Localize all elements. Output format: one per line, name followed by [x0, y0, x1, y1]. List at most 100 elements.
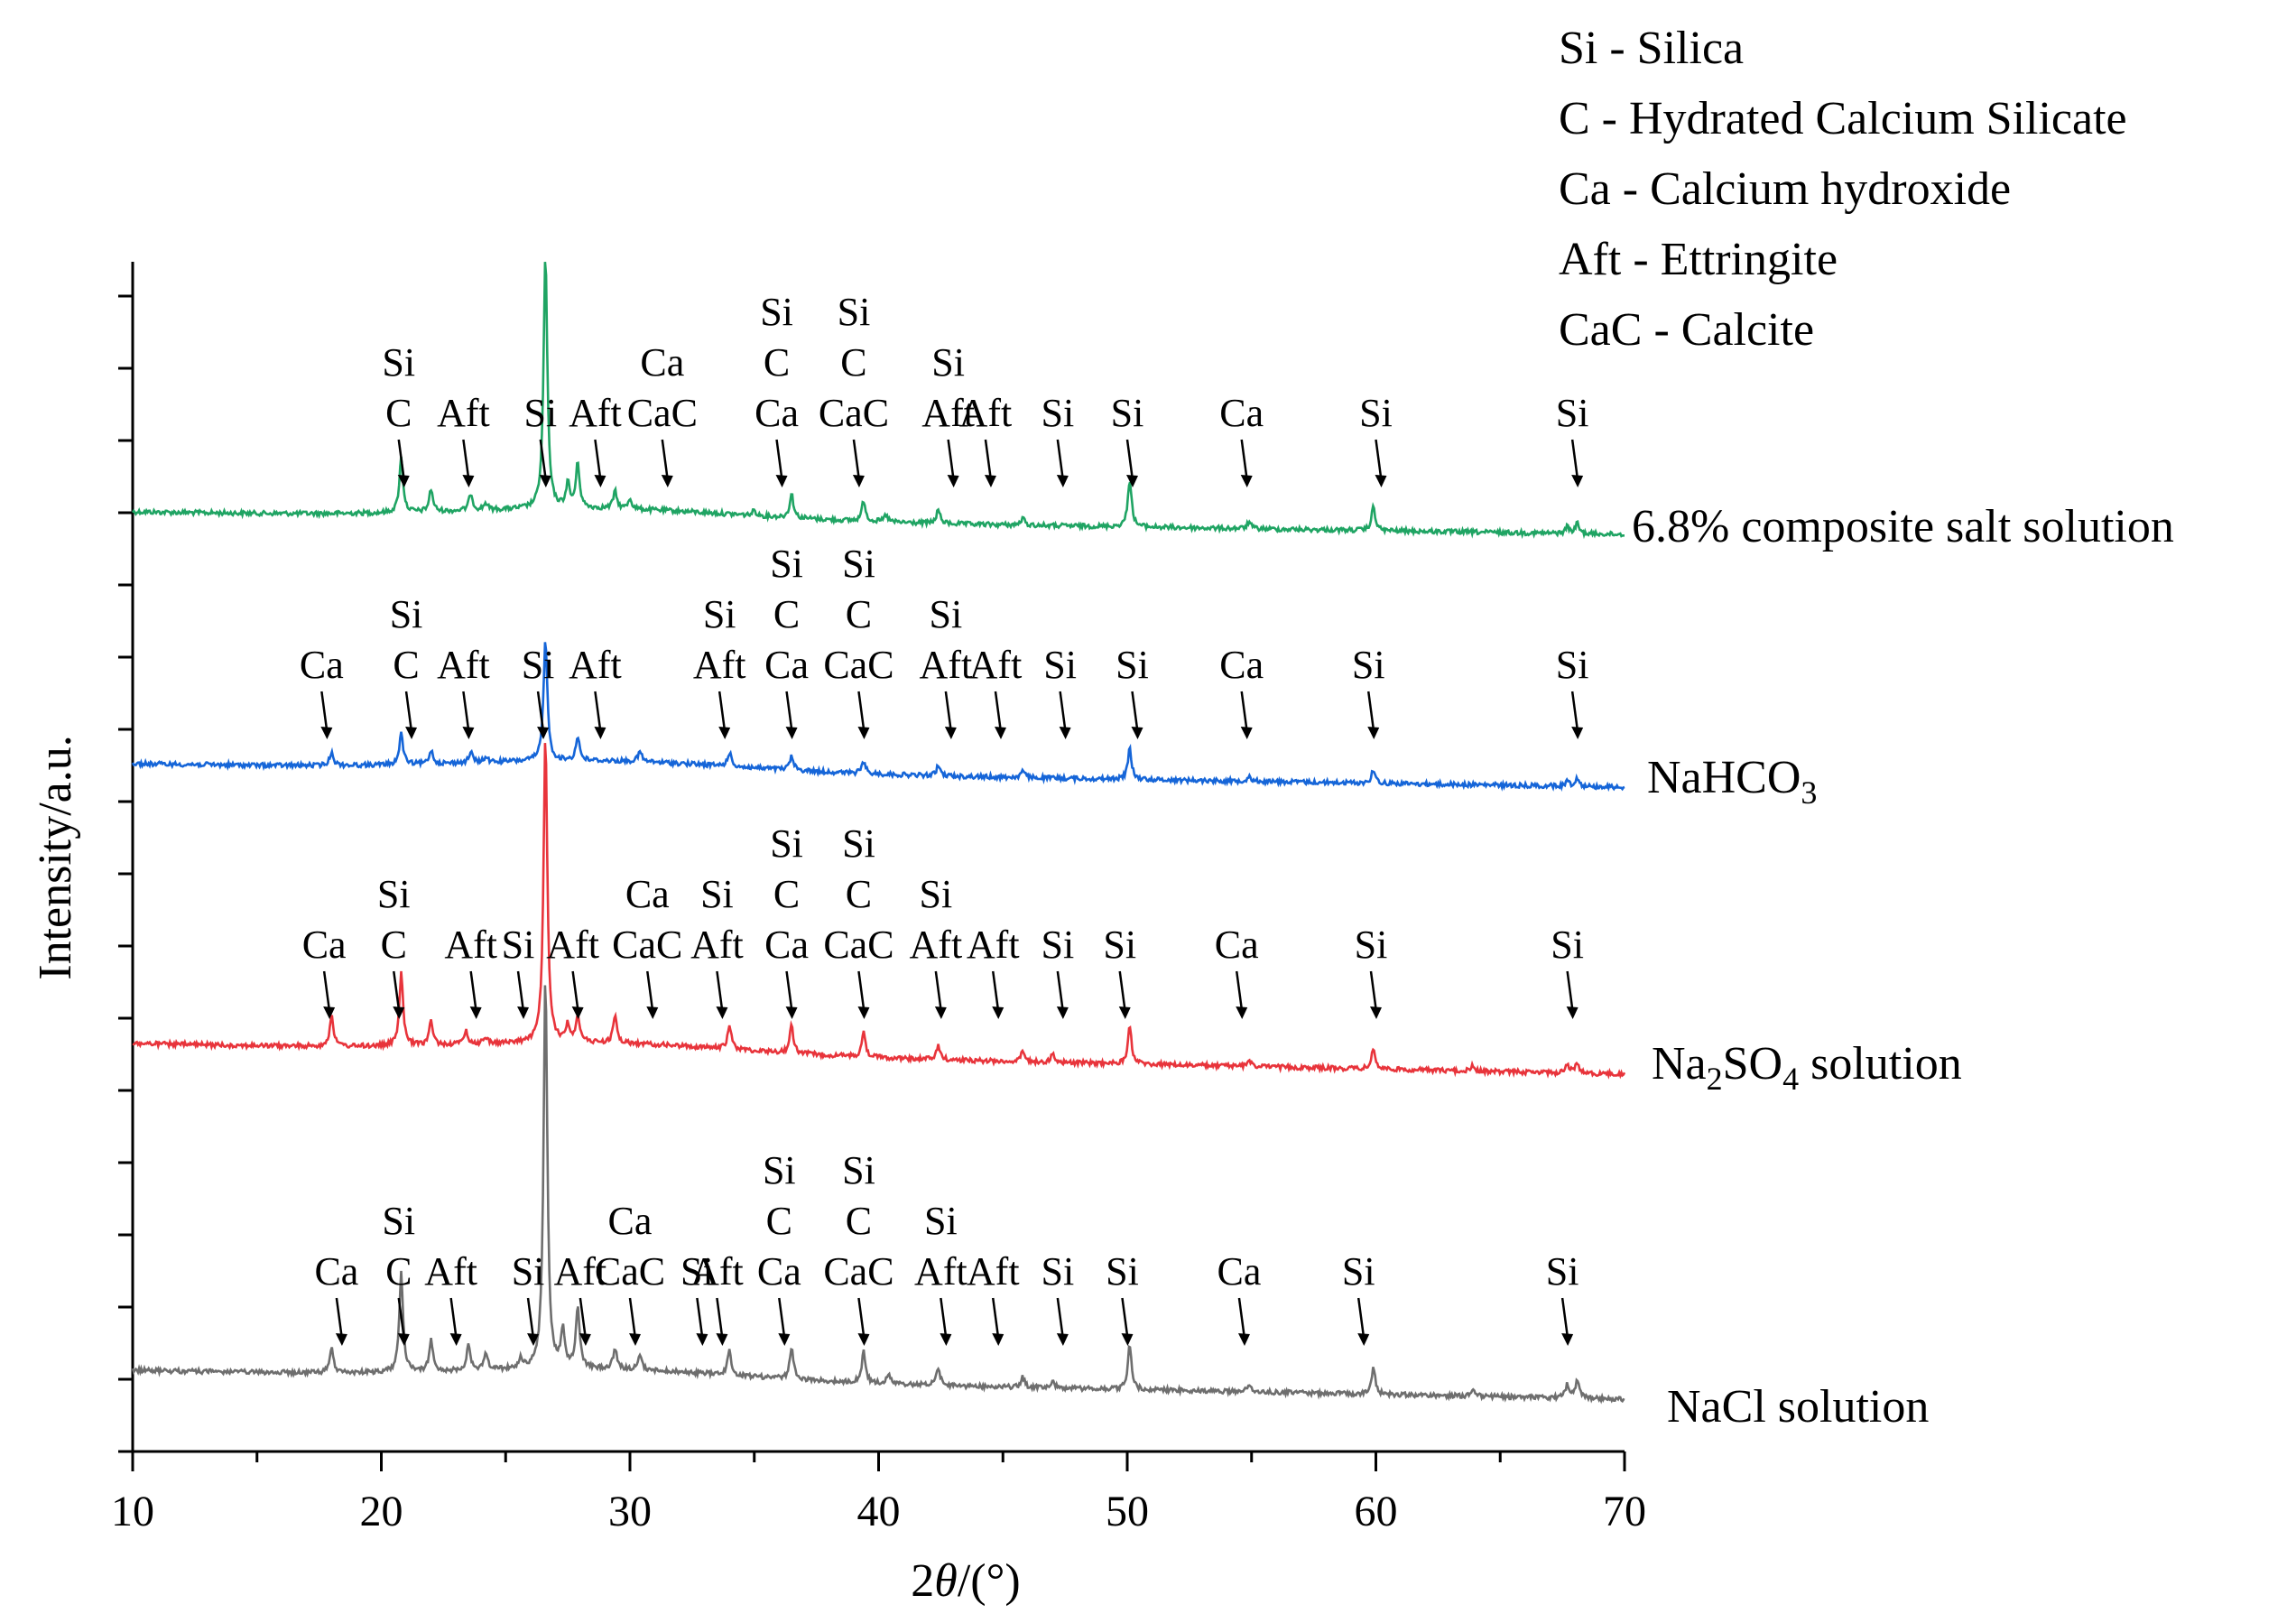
series-line: [131, 642, 1625, 793]
peak-label: Aft: [959, 391, 1013, 435]
peak-label: Ca: [300, 643, 344, 687]
peak-arrowhead: [778, 1333, 791, 1346]
peak-label: Si: [760, 290, 793, 334]
peak-label: Si: [1116, 643, 1149, 687]
peak-arrow: [539, 439, 548, 481]
peak-label: Si: [770, 821, 803, 866]
peak-arrow: [1560, 1297, 1569, 1340]
peak-arrowhead: [646, 1006, 659, 1019]
peak-label: Si: [770, 542, 803, 586]
peak-label: Si: [842, 542, 875, 586]
peak-arrow: [320, 691, 329, 733]
legend-entry: Ca - Calcium hydroxide: [1559, 163, 2011, 215]
peak-label: Ca: [625, 872, 670, 916]
peak-label: Aft: [437, 391, 490, 435]
peak-arrow: [1125, 439, 1134, 481]
peak-arrowhead: [462, 475, 475, 487]
peak-arrow: [991, 1297, 1000, 1340]
peak-label: Aft: [554, 1249, 607, 1294]
series-name: NaCl solution: [1667, 1381, 1929, 1433]
peak-arrowhead: [718, 727, 731, 739]
peak-label: Si: [523, 391, 557, 435]
peak-arrow: [1369, 970, 1378, 1013]
peak-arrowhead: [716, 1006, 728, 1019]
peak-arrow: [1235, 970, 1244, 1013]
x-ticks: 10 20 30 40 50 60 70: [111, 1451, 1646, 1535]
peak-arrow: [462, 439, 470, 481]
peak-arrowhead: [594, 475, 606, 487]
peak-label: CaC: [595, 1249, 665, 1294]
peak-arrowhead: [852, 475, 865, 487]
peak-label: C: [764, 340, 790, 385]
x-tick-label: 30: [608, 1488, 652, 1535]
peak-arrowhead: [1566, 1006, 1578, 1019]
peak-arrow: [1121, 1297, 1129, 1340]
peak-label: Ca: [755, 391, 799, 435]
peak-arrow: [594, 439, 602, 481]
peak-label: Si: [512, 1249, 545, 1294]
peak-arrow: [1570, 691, 1579, 733]
peak-label: C: [381, 923, 407, 967]
peak-arrow: [1240, 691, 1248, 733]
x-tick-label: 50: [1106, 1488, 1149, 1535]
peak-label: Aft: [910, 923, 963, 967]
peak-label: Aft: [921, 391, 975, 435]
peak-arrowhead: [335, 1333, 347, 1346]
peak-label: C: [766, 1199, 792, 1243]
peak-label: Si: [390, 592, 423, 636]
peak-label: Si: [1355, 923, 1388, 967]
peak-arrow: [335, 1297, 344, 1340]
peak-label: Si: [1352, 643, 1385, 687]
peak-arrow: [1131, 691, 1139, 733]
peak-label: Si: [700, 872, 734, 916]
peak-arrow: [1566, 970, 1574, 1013]
peak-label: Si: [522, 643, 555, 687]
peak-arrow: [571, 970, 579, 1013]
peak-arrow: [397, 1297, 406, 1340]
peak-arrowhead: [571, 1006, 584, 1019]
peak-label: C: [773, 872, 800, 916]
peak-arrowhead: [527, 1333, 540, 1346]
peak-arrowhead: [775, 475, 788, 487]
peak-label: Si: [931, 340, 965, 385]
peak-arrow: [857, 1297, 866, 1340]
peak-arrowhead: [947, 475, 959, 487]
peak-arrow: [934, 970, 943, 1013]
peak-arrow: [716, 1297, 724, 1340]
peak-label: Si: [1556, 391, 1589, 435]
series-line: [131, 261, 1625, 540]
peak-arrow: [944, 691, 953, 733]
peak-arrowhead: [785, 727, 798, 739]
peak-label: Ca: [757, 1249, 801, 1294]
peak-label: Aft: [444, 923, 497, 967]
legend-entry: C - Hydrated Calcium Silicate: [1559, 93, 2127, 144]
peak-label: CaC: [627, 391, 698, 435]
peak-arrow: [991, 970, 1000, 1013]
peak-arrowhead: [984, 475, 996, 487]
peak-label: Si: [920, 872, 953, 916]
peak-label: Ca: [640, 340, 684, 385]
peak-arrow: [1366, 691, 1375, 733]
peak-arrowhead: [857, 1006, 870, 1019]
peak-label: Si: [1556, 643, 1589, 687]
x-tick-label: 70: [1603, 1488, 1646, 1535]
peak-arrowhead: [1059, 727, 1071, 739]
peak-arrowhead: [449, 1333, 462, 1346]
peak-arrow: [397, 439, 406, 481]
peak-arrowhead: [1571, 475, 1584, 487]
peak-label: C: [385, 1249, 412, 1294]
peak-label: Ca: [764, 923, 809, 967]
peak-arrow: [594, 691, 602, 733]
peak-arrowhead: [994, 727, 1006, 739]
peak-label: Si: [1551, 923, 1584, 967]
peak-label: Ca: [1215, 923, 1259, 967]
peak-label: Si: [1342, 1249, 1375, 1294]
series-name: Na2SO4 solution: [1652, 1038, 1962, 1097]
peak-arrow: [1056, 970, 1065, 1013]
peak-label: C: [773, 592, 800, 636]
peak-arrow: [322, 970, 331, 1013]
peak-label: C: [840, 340, 866, 385]
peak-label: Aft: [969, 643, 1023, 687]
